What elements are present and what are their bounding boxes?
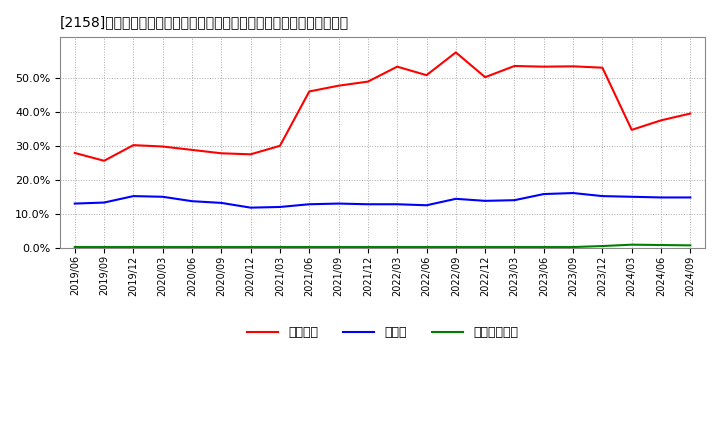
のれん (71, 201, 79, 206)
のれん (188, 198, 197, 204)
自己資本 (451, 50, 460, 55)
のれん (276, 204, 284, 209)
繰延税金資産 (364, 244, 372, 249)
のれん (627, 194, 636, 199)
自己資本 (217, 150, 225, 156)
のれん (510, 198, 519, 203)
自己資本 (539, 64, 548, 70)
のれん (100, 200, 109, 205)
自己資本 (510, 63, 519, 69)
自己資本 (71, 150, 79, 156)
のれん (539, 191, 548, 197)
自己資本 (598, 65, 607, 70)
のれん (451, 196, 460, 202)
自己資本 (129, 143, 138, 148)
自己資本 (276, 143, 284, 148)
繰延税金資産 (393, 244, 402, 249)
繰延税金資産 (510, 244, 519, 249)
のれん (569, 191, 577, 196)
繰延税金資産 (188, 244, 197, 249)
繰延税金資産 (657, 242, 665, 248)
自己資本 (100, 158, 109, 163)
のれん (217, 200, 225, 205)
自己資本 (569, 64, 577, 69)
自己資本 (188, 147, 197, 153)
のれん (657, 195, 665, 200)
のれん (686, 195, 695, 200)
のれん (393, 202, 402, 207)
繰延税金資産 (305, 244, 314, 249)
繰延税金資産 (422, 244, 431, 249)
自己資本 (627, 127, 636, 132)
繰延税金資産 (627, 242, 636, 247)
自己資本 (422, 73, 431, 78)
Legend: 自己資本, のれん, 繰延税金資産: 自己資本, のれん, 繰延税金資産 (242, 321, 523, 345)
自己資本 (686, 111, 695, 116)
Text: [2158]　自己資本、のれん、繰延税金資産の総資産に対する比率の推移: [2158] 自己資本、のれん、繰延税金資産の総資産に対する比率の推移 (60, 15, 349, 29)
繰延税金資産 (481, 244, 490, 249)
のれん (129, 194, 138, 199)
のれん (598, 194, 607, 199)
自己資本 (364, 79, 372, 84)
Line: 繰延税金資産: 繰延税金資産 (75, 245, 690, 247)
繰延税金資産 (539, 244, 548, 249)
のれん (481, 198, 490, 203)
繰延税金資産 (686, 243, 695, 248)
自己資本 (158, 144, 167, 149)
繰延税金資産 (598, 243, 607, 249)
のれん (422, 203, 431, 208)
のれん (246, 205, 255, 210)
のれん (158, 194, 167, 199)
繰延税金資産 (246, 244, 255, 249)
のれん (334, 201, 343, 206)
Line: 自己資本: 自己資本 (75, 52, 690, 161)
繰延税金資産 (451, 244, 460, 249)
繰延税金資産 (334, 244, 343, 249)
自己資本 (657, 118, 665, 123)
自己資本 (393, 64, 402, 70)
繰延税金資産 (158, 244, 167, 249)
繰延税金資産 (276, 244, 284, 249)
のれん (305, 202, 314, 207)
繰延税金資産 (129, 244, 138, 249)
自己資本 (246, 152, 255, 157)
のれん (364, 202, 372, 207)
自己資本 (305, 89, 314, 94)
繰延税金資産 (100, 244, 109, 249)
自己資本 (334, 83, 343, 88)
自己資本 (481, 74, 490, 80)
Line: のれん: のれん (75, 193, 690, 208)
繰延税金資産 (71, 244, 79, 249)
繰延税金資産 (569, 244, 577, 249)
繰延税金資産 (217, 244, 225, 249)
